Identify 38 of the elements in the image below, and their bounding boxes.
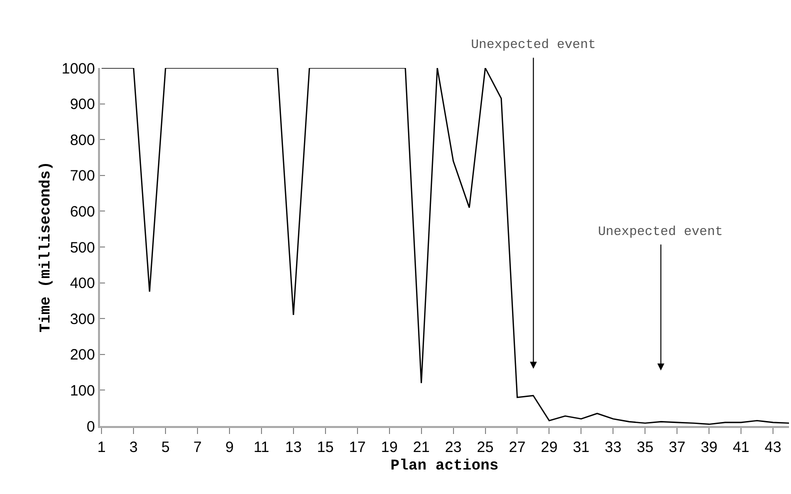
x-tick-label: 37 bbox=[668, 439, 686, 456]
y-tick-label: 100 bbox=[70, 382, 95, 400]
y-tick-label: 500 bbox=[70, 239, 95, 256]
x-tick-label: 13 bbox=[285, 439, 302, 456]
x-tick-label: 1 bbox=[97, 439, 106, 456]
x-tick-label: 21 bbox=[412, 439, 430, 456]
x-tick-label: 33 bbox=[604, 439, 622, 456]
x-tick-label: 3 bbox=[129, 439, 138, 456]
y-tick-label: 0 bbox=[86, 418, 95, 436]
x-tick-label: 29 bbox=[540, 439, 558, 456]
x-tick-label: 39 bbox=[700, 439, 718, 456]
line-series bbox=[100, 68, 789, 425]
y-tick-label: 700 bbox=[70, 168, 95, 185]
x-tick-label: 17 bbox=[349, 439, 366, 456]
x-tick-label: 35 bbox=[636, 439, 654, 456]
y-axis-title: Time (milliseconds) bbox=[37, 161, 54, 333]
x-tick-label: 41 bbox=[732, 439, 750, 456]
x-tick-label: 5 bbox=[161, 439, 170, 456]
x-tick-label: 25 bbox=[476, 439, 494, 456]
x-tick-label: 23 bbox=[444, 439, 462, 456]
y-tick-label: 800 bbox=[70, 132, 95, 149]
x-tick-label: 43 bbox=[764, 439, 782, 456]
x-tick-label: 9 bbox=[225, 439, 234, 456]
x-tick-label: 19 bbox=[381, 439, 398, 456]
annotation: Unexpected event bbox=[598, 224, 723, 239]
x-tick-label: 15 bbox=[317, 439, 334, 456]
y-tick-label: 900 bbox=[70, 96, 95, 114]
y-tick-label: 200 bbox=[70, 346, 95, 364]
y-tick-label: 600 bbox=[70, 203, 95, 220]
y-tick-label: 300 bbox=[70, 310, 95, 328]
x-axis-title: Plan actions bbox=[390, 458, 499, 474]
x-tick-label: 27 bbox=[508, 439, 526, 456]
y-tick-label: 1000 bbox=[62, 60, 95, 78]
text: Unexpected event bbox=[471, 37, 596, 52]
y-tick-label: 400 bbox=[70, 275, 95, 292]
x-tick-label: 31 bbox=[572, 439, 590, 456]
x-tick-label: 7 bbox=[193, 439, 202, 456]
x-tick-label: 11 bbox=[254, 439, 270, 456]
